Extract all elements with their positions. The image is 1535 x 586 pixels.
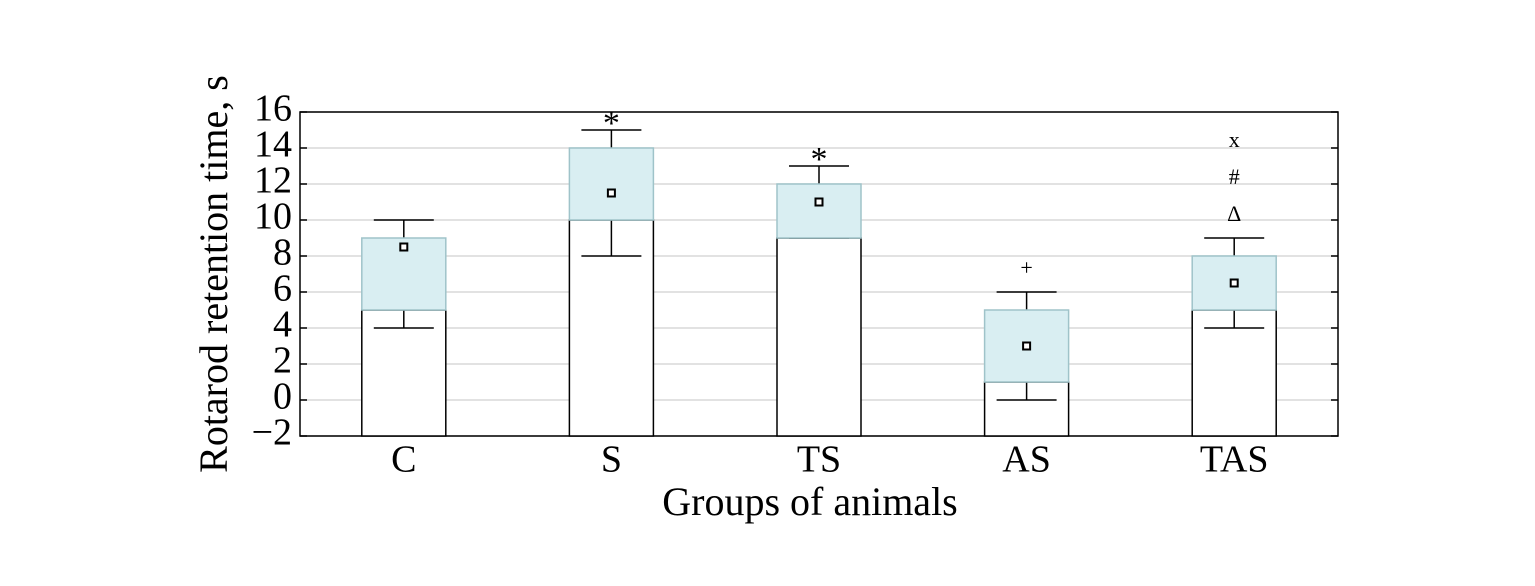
x-tick-label: C [391,439,416,481]
annotation: x [1229,127,1240,152]
y-tick-label: 16 [254,88,292,130]
y-tick-label: 12 [254,160,292,202]
annotation: * [811,141,828,178]
y-tick-label: 14 [254,124,292,166]
y-tick-label: 4 [273,304,292,346]
mean-marker [814,197,824,207]
x-tick-label: AS [1002,439,1051,481]
annotation: * [603,105,620,142]
annotation: # [1229,164,1240,189]
y-tick-label: 10 [254,196,292,238]
box [776,183,862,239]
mean-marker [1229,278,1239,288]
y-tick-label: 8 [273,232,292,274]
y-tick-label: 2 [273,340,292,382]
annotation: + [1020,255,1032,280]
x-tick-label: TS [797,439,841,481]
base-bar [776,237,862,437]
base-bar [361,309,447,437]
y-tick-label: 6 [273,268,292,310]
y-axis-label: Rotarod retention time, s [191,75,236,473]
mean-marker [1022,341,1032,351]
x-tick-label: S [601,439,622,481]
x-axis-label: Groups of animals [662,479,958,524]
mean-marker [606,188,616,198]
base-bar [1191,309,1277,437]
y-tick-label: −2 [252,412,292,454]
box [568,147,655,221]
mean-marker [399,242,409,252]
x-tick-label: TAS [1200,439,1269,481]
y-tick-label: 0 [273,376,292,418]
annotation: Δ [1227,201,1241,226]
